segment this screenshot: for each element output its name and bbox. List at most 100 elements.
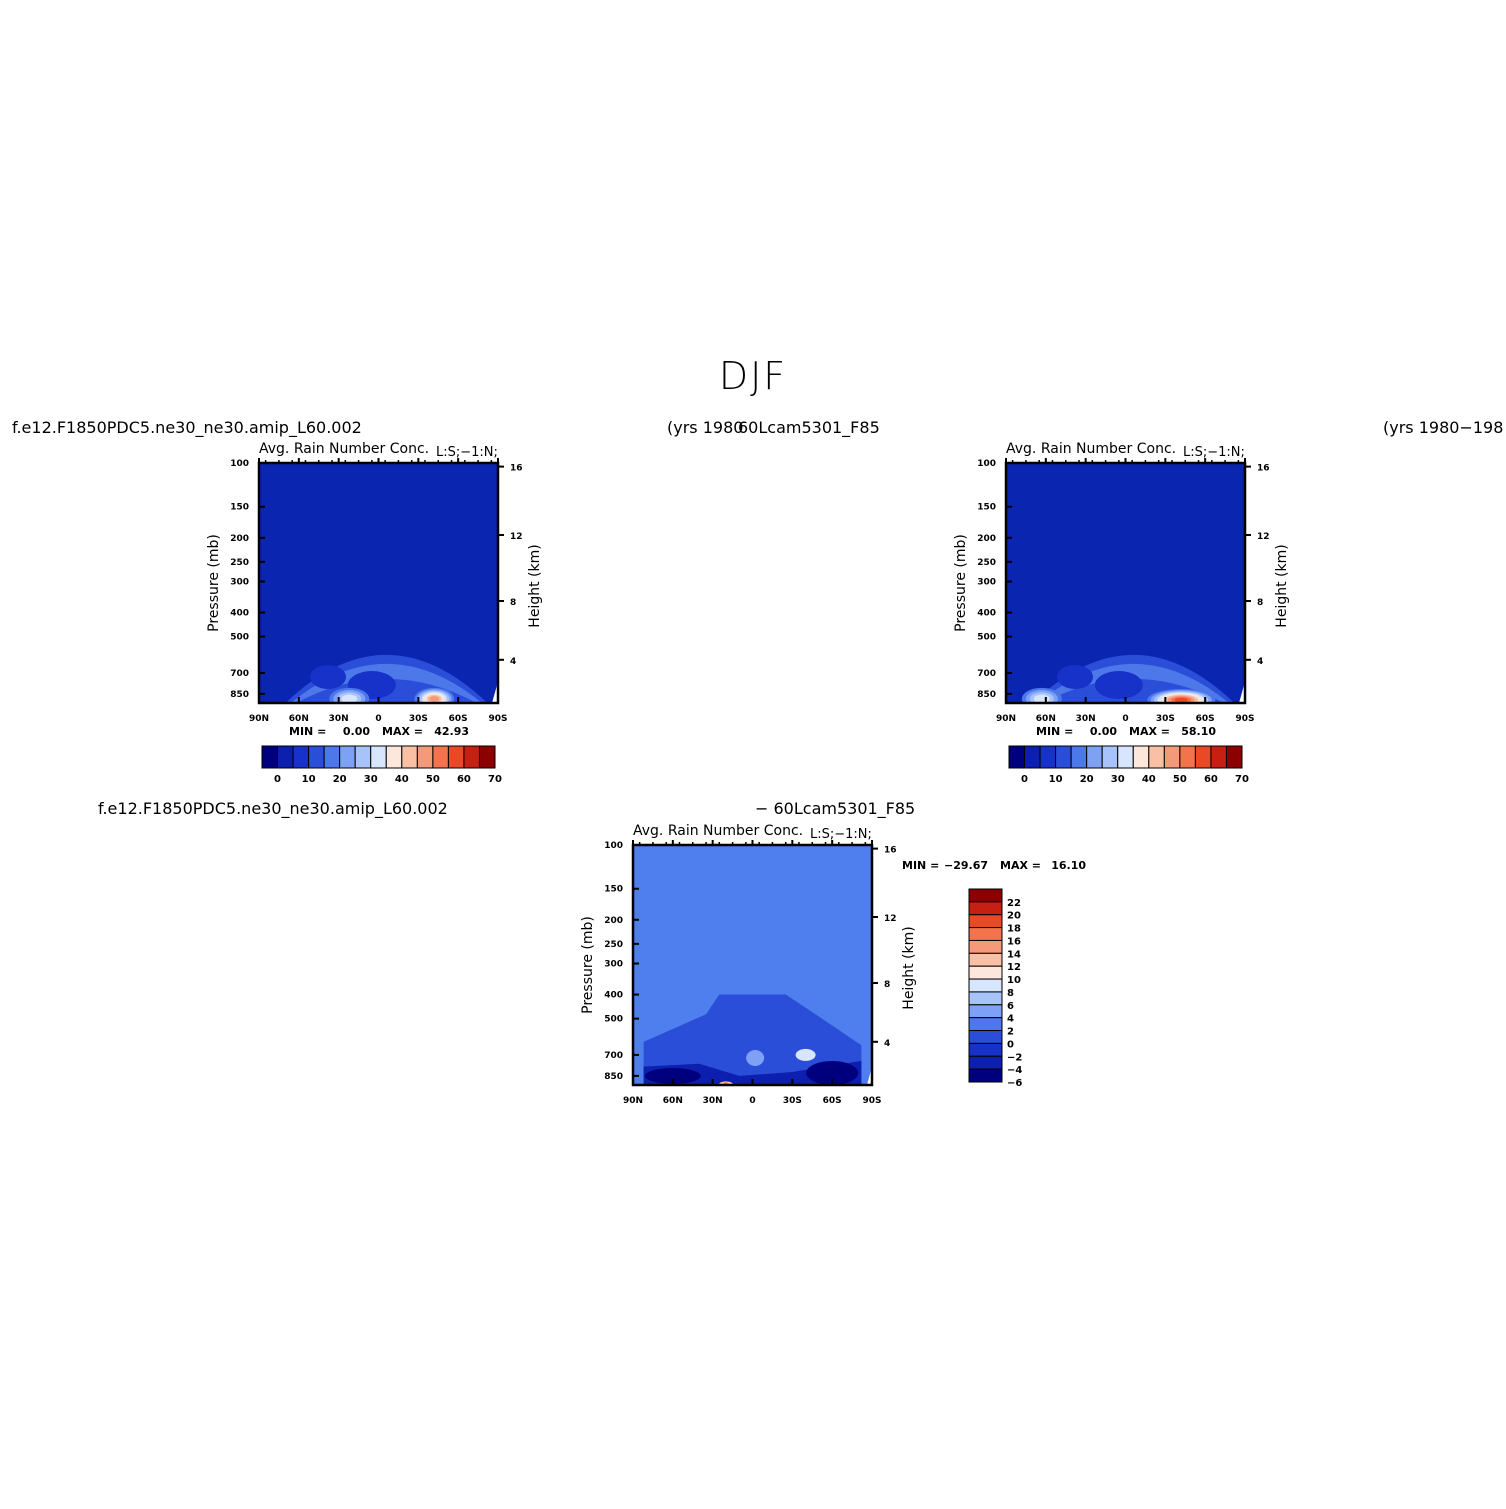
colorbar-box — [968, 901, 1003, 916]
y2-tick-label: 8 — [884, 980, 890, 990]
colorbar-label: 4 — [1007, 1014, 1014, 1025]
plot-area — [259, 463, 498, 703]
panel-title: Avg. Rain Number Conc. — [1006, 441, 1176, 457]
contour-band — [795, 1048, 816, 1061]
case-label-bottom-left: f.e12.F1850PDC5.ne30_ne30.amip_L60.002 — [98, 799, 448, 818]
colorbar-box — [1179, 745, 1196, 769]
y-tick-label: 500 — [604, 1015, 623, 1025]
chart-panel-3: 90N 60N 30N 0 30S 60S 90S100150200250300400500… — [580, 823, 1086, 1106]
stat-min-label: MIN = — [289, 725, 326, 738]
stat-min-label: MIN = — [1036, 725, 1073, 738]
contour-band — [1094, 671, 1143, 699]
plot-area — [1006, 463, 1245, 703]
colorbar: 0 10 20 30 40 50 60 70 — [261, 745, 502, 785]
colorbar-label: 70 — [1235, 774, 1249, 785]
colorbar-label: 40 — [1142, 774, 1156, 785]
x-tick-label: 0 — [749, 1096, 755, 1106]
y-tick-label: 400 — [977, 609, 996, 619]
contour-band — [310, 665, 347, 689]
colorbar-box — [1070, 745, 1088, 769]
y-tick-label: 100 — [604, 841, 623, 851]
stat-max-label: MAX = — [1000, 859, 1041, 872]
feature-maximum — [341, 694, 358, 703]
colorbar-box — [968, 1004, 1003, 1019]
colorbar-box — [370, 745, 387, 769]
colorbar-box — [1039, 745, 1057, 769]
y-tick-label: 400 — [230, 609, 249, 619]
x-tick-label: 90S — [1235, 714, 1254, 724]
stat-min-value: −29.67 — [944, 859, 988, 872]
colorbar-box — [1024, 745, 1041, 769]
y-tick-label: 100 — [977, 459, 996, 469]
case-label-top-right-years: (yrs 1980−198 — [1383, 418, 1504, 437]
y2-tick-label: 16 — [1257, 464, 1270, 474]
x-tick-label: 0 — [1122, 714, 1128, 724]
colorbar-label: 10 — [1049, 774, 1063, 785]
colorbar-label: −4 — [1007, 1065, 1022, 1076]
stat-max-value: 16.10 — [1051, 859, 1086, 872]
y-tick-label: 500 — [230, 633, 249, 643]
colorbar-box — [968, 1055, 1003, 1070]
x-tick-label: 30S — [409, 714, 428, 724]
colorbar-label: −2 — [1007, 1052, 1022, 1063]
x-tick-label: 90S — [862, 1096, 881, 1106]
panel-title: Avg. Rain Number Conc. — [259, 441, 429, 457]
colorbar-label: 16 — [1007, 936, 1021, 947]
colorbar-box — [308, 745, 325, 769]
colorbar-box — [968, 1017, 1003, 1032]
chart-panel-1: 90N 60N 30N 0 30S 60S 90S100150200250300400500… — [206, 441, 543, 785]
colorbar-box — [323, 745, 341, 769]
y-tick-label: 250 — [230, 558, 249, 568]
panel-right-label: L:S;−1:N; — [436, 445, 498, 460]
x-tick-label: 60S — [823, 1096, 842, 1106]
y2-tick-label: 12 — [510, 532, 523, 542]
x-tick-label: 30S — [783, 1096, 802, 1106]
case-label-top-left: f.e12.F1850PDC5.ne30_ne30.amip_L60.002 — [12, 418, 362, 437]
panel-right-label: L:S;−1:N; — [1183, 445, 1245, 460]
case-label-bottom-mid: − 60Lcam5301_F85 — [755, 799, 916, 818]
plot-area — [633, 845, 872, 1085]
colorbar-label: 6 — [1007, 1001, 1014, 1012]
colorbar-box — [968, 1042, 1003, 1057]
colorbar-box — [354, 745, 372, 769]
x-tick-label: 30N — [1076, 714, 1096, 724]
stat-max-label: MAX = — [382, 725, 423, 738]
colorbar-label: 10 — [302, 774, 316, 785]
y-tick-label: 150 — [977, 503, 996, 513]
y-tick-label: 100 — [230, 459, 249, 469]
colorbar-label: 0 — [1021, 774, 1028, 785]
colorbar-box — [968, 939, 1003, 954]
colorbar-box — [1008, 745, 1026, 769]
colorbar-label: 0 — [274, 774, 281, 785]
x-tick-label: 30S — [1156, 714, 1175, 724]
colorbar-box — [968, 952, 1003, 967]
colorbar-label: 0 — [1007, 1039, 1014, 1050]
y-axis-title: Pressure (mb) — [953, 534, 969, 632]
y2-tick-label: 16 — [510, 464, 523, 474]
y2-tick-label: 12 — [1257, 532, 1270, 542]
colorbar-label: 2 — [1007, 1027, 1014, 1038]
colorbar-label: 60 — [457, 774, 471, 785]
colorbar-box — [968, 927, 1003, 941]
contour-band — [806, 1061, 859, 1085]
colorbar-box — [447, 745, 465, 769]
stat-min-label: MIN = — [902, 859, 939, 872]
colorbar-box — [463, 745, 480, 769]
x-tick-label: 60S — [1196, 714, 1215, 724]
colorbar-label: 70 — [488, 774, 502, 785]
y-axis-title: Pressure (mb) — [580, 916, 596, 1014]
colorbar-box — [968, 978, 1003, 993]
y-axis-title: Pressure (mb) — [206, 534, 222, 632]
colorbar-box — [292, 745, 310, 769]
y-tick-label: 300 — [604, 960, 623, 970]
stat-max-value: 42.93 — [434, 725, 469, 738]
colorbar-box — [968, 888, 1003, 903]
colorbar-label: 18 — [1007, 924, 1021, 935]
colorbar-label: 50 — [426, 774, 440, 785]
colorbar-label: 20 — [333, 774, 347, 785]
contour-band — [1057, 665, 1094, 689]
x-tick-label: 30N — [329, 714, 349, 724]
y-tick-label: 300 — [977, 578, 996, 588]
contour-band — [644, 1068, 701, 1084]
